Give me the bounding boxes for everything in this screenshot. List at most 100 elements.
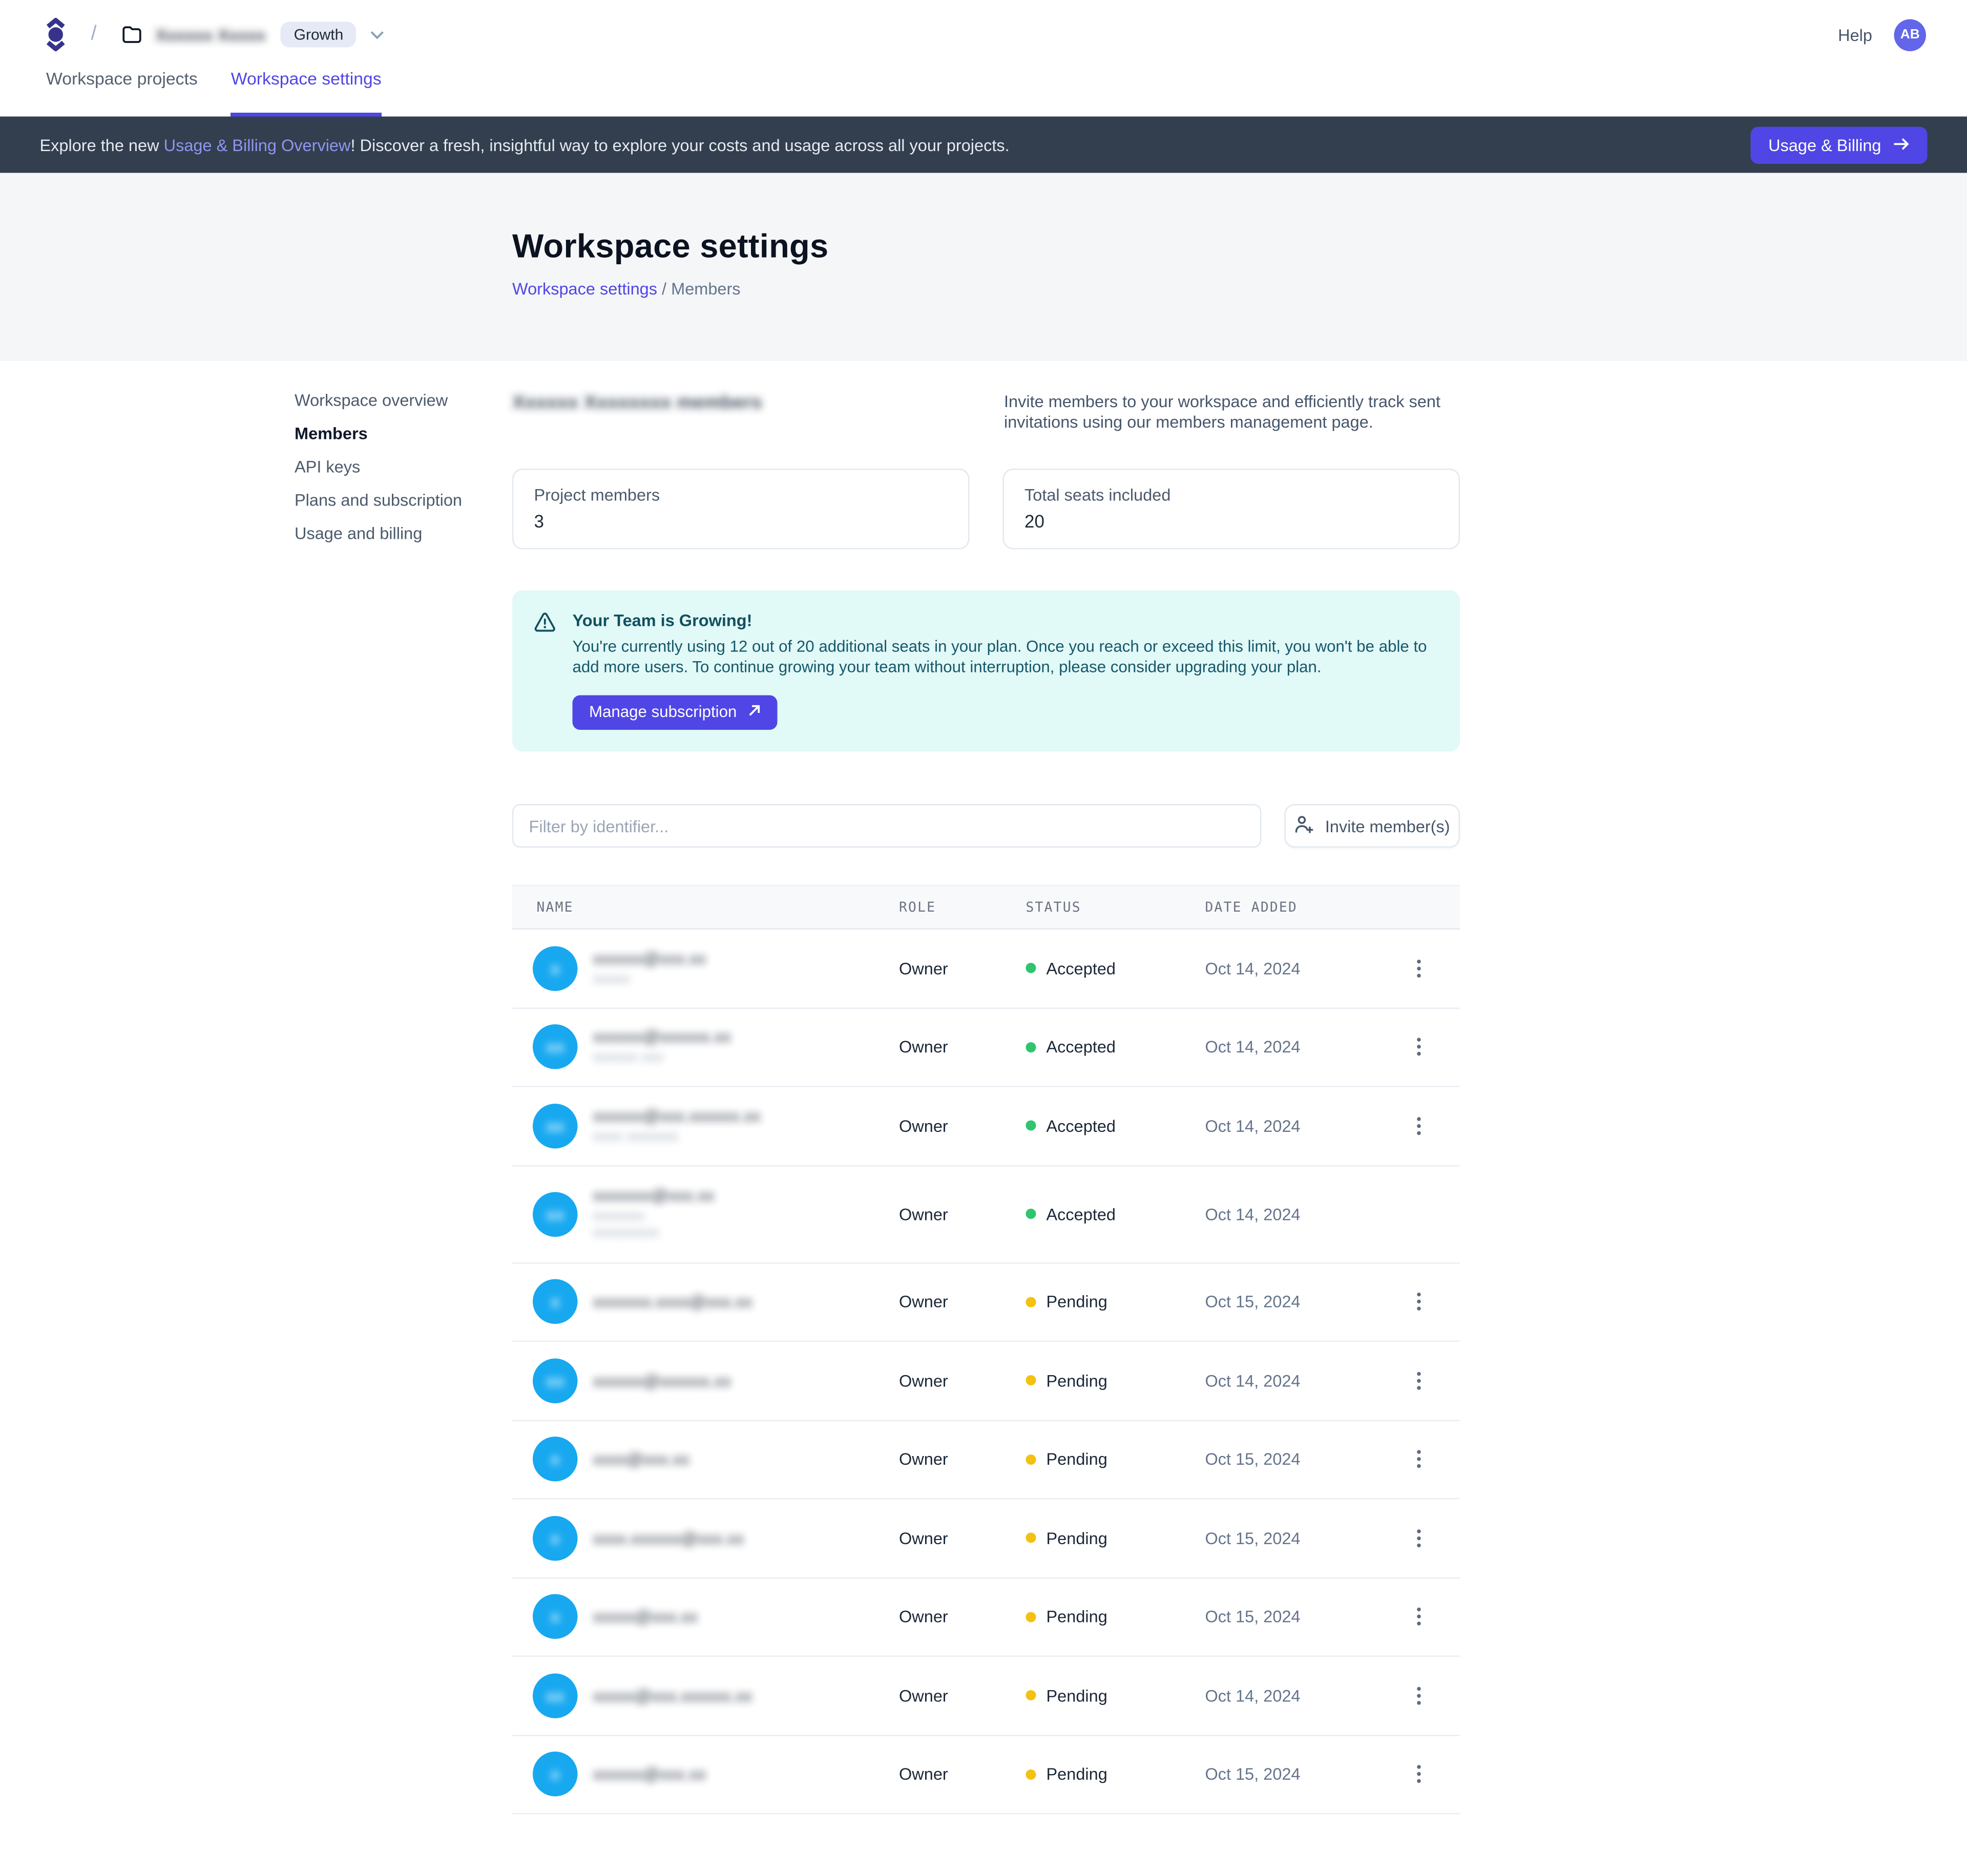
row-menu-button[interactable] (1408, 1445, 1429, 1474)
member-date-added: Oct 14, 2024 (1205, 1371, 1301, 1390)
table-row: xx xxxxx@xxx.xxxxxx.xx Owner Pending Oct… (512, 1657, 1460, 1736)
column-header-role: ROLE (899, 899, 936, 915)
status-dot (1026, 1533, 1036, 1544)
member-date-added: Oct 15, 2024 (1205, 1607, 1301, 1627)
member-status: Pending (1046, 1371, 1107, 1390)
workspace-name[interactable]: Xxxxxx Xxxxxxxx (155, 25, 266, 45)
row-menu-button[interactable] (1408, 1287, 1429, 1317)
members-section-description: Invite members to your workspace and eff… (1004, 392, 1441, 432)
member-avatar: xx (533, 1103, 578, 1148)
member-email: xxxxxx@xxx.xxxxxx.xx (593, 1106, 761, 1125)
member-date-added: Oct 15, 2024 (1205, 1528, 1301, 1548)
member-role: Owner (899, 1292, 948, 1312)
invite-members-button[interactable]: Invite member(s) (1284, 804, 1460, 848)
banner-text: Explore the new Usage & Billing Overview… (39, 135, 1010, 155)
table-row: xx xxxxxx@xxxxxx.xx xxxxxx xxx Owner Acc… (512, 1008, 1460, 1087)
breadcrumb-link-workspace-settings[interactable]: Workspace settings (512, 279, 658, 299)
member-role: Owner (899, 1204, 948, 1224)
folder-icon (122, 26, 143, 44)
sidebar-item-api-keys[interactable]: API keys (295, 457, 361, 476)
stat-label: Total seats included (1024, 485, 1171, 505)
member-date-added: Oct 15, 2024 (1205, 1449, 1301, 1469)
member-email: xxxxxxx.xxxx@xxx.xx (593, 1292, 752, 1312)
member-avatar: xx (533, 1024, 578, 1070)
member-avatar: x (533, 1515, 578, 1561)
member-email: xxxxxx@xxx.xx (593, 948, 706, 968)
chevron-down-icon[interactable] (370, 30, 385, 39)
member-avatar: x (533, 1752, 578, 1797)
member-role: Owner (899, 958, 948, 978)
table-row: x xxxx@xxx.xx Owner Pending Oct 15, 2024 (512, 1421, 1460, 1500)
table-row: xx xxxxxxx@xxx.xx xxxxxxx xxxxxxxxx Owne… (512, 1166, 1460, 1263)
member-avatar: xx (533, 1358, 578, 1403)
sidebar-item-workspace-overview[interactable]: Workspace overview (295, 390, 448, 410)
member-date-added: Oct 14, 2024 (1205, 1204, 1301, 1224)
status-dot (1026, 1209, 1036, 1219)
settings-sidenav: Workspace overview Members API keys Plan… (295, 390, 512, 1815)
top-navigation: / Xxxxxx Xxxxxxxx Growth Help AB (0, 0, 1967, 69)
help-link[interactable]: Help (1838, 25, 1872, 45)
filter-input[interactable] (512, 804, 1262, 848)
arrow-right-icon (1893, 135, 1910, 155)
row-menu-button[interactable] (1408, 1523, 1429, 1553)
sidebar-item-plans-subscription[interactable]: Plans and subscription (295, 490, 463, 510)
sidebar-item-members[interactable]: Members (295, 424, 368, 443)
member-email: xxxxxx@xxxxxx.xx (593, 1371, 731, 1390)
row-menu-button[interactable] (1408, 1760, 1429, 1789)
member-status: Pending (1046, 1607, 1107, 1627)
row-menu-button[interactable] (1408, 1602, 1429, 1632)
member-role: Owner (899, 1037, 948, 1057)
banner-link[interactable]: Usage & Billing Overview (163, 135, 351, 155)
usage-billing-button[interactable]: Usage & Billing (1750, 126, 1928, 163)
tab-workspace-projects[interactable]: Workspace projects (46, 69, 198, 89)
member-email: xxxxx@xxx.xxxxxx.xx (593, 1685, 752, 1705)
member-email: xxxx@xxx.xx (593, 1449, 689, 1469)
status-dot (1026, 963, 1036, 974)
status-dot (1026, 1042, 1036, 1052)
alert-body: You're currently using 12 out of 20 addi… (572, 638, 1427, 676)
logo-mark-icon[interactable] (46, 18, 66, 51)
external-link-icon (748, 703, 761, 721)
row-menu-button[interactable] (1408, 1032, 1429, 1062)
table-header-row: NAME ROLE STATUS DATE ADDED (512, 884, 1460, 930)
sidebar-item-usage-billing[interactable]: Usage and billing (295, 523, 423, 543)
members-panel: Xxxxxx Xxxxxxxx members Invite members t… (512, 392, 1460, 1815)
alert-title: Your Team is Growing! (572, 610, 752, 630)
table-row: xx xxxxxx@xxxxxx.xx Owner Pending Oct 14… (512, 1342, 1460, 1421)
table-row: x xxxxx@xxx.xx Owner Pending Oct 15, 202… (512, 1578, 1460, 1657)
member-status: Accepted (1046, 1204, 1116, 1224)
member-email: xxxxxx@xxxxxx.xx (593, 1027, 731, 1047)
breadcrumb-separator: / (91, 23, 97, 45)
person-plus-icon (1294, 815, 1314, 837)
member-date-added: Oct 14, 2024 (1205, 958, 1301, 978)
row-menu-button[interactable] (1408, 1366, 1429, 1396)
stat-card-total-seats: Total seats included 20 (1002, 469, 1460, 550)
member-role: Owner (899, 1116, 948, 1135)
table-row: x xxxxxx@xxx.xx xxxxx Owner Accepted Oct… (512, 930, 1460, 1008)
member-status: Accepted (1046, 958, 1116, 978)
member-role: Owner (899, 1764, 948, 1784)
row-menu-button[interactable] (1408, 1111, 1429, 1141)
row-menu-button[interactable] (1408, 1681, 1429, 1711)
member-role: Owner (899, 1607, 948, 1627)
member-name: xxxx xxxxxxx (593, 1129, 678, 1145)
status-dot (1026, 1454, 1036, 1465)
stat-value: 20 (1024, 511, 1044, 532)
member-avatar: xx (533, 1191, 578, 1236)
warning-icon (534, 612, 556, 730)
members-table: NAME ROLE STATUS DATE ADDED x xxxxxx@xxx… (512, 884, 1460, 1815)
user-avatar[interactable]: AB (1894, 18, 1926, 51)
member-date-added: Oct 15, 2024 (1205, 1764, 1301, 1784)
table-row: x xxxx.xxxxxx@xxx.xx Owner Pending Oct 1… (512, 1500, 1460, 1578)
member-email: xxxxxx@xxx.xx (593, 1764, 706, 1784)
tab-workspace-settings[interactable]: Workspace settings (231, 69, 382, 117)
status-dot (1026, 1769, 1036, 1780)
breadcrumb-current: Members (671, 279, 741, 299)
member-status: Pending (1046, 1292, 1107, 1312)
member-role: Owner (899, 1371, 948, 1390)
member-status: Pending (1046, 1685, 1107, 1705)
row-menu-button[interactable] (1408, 954, 1429, 983)
member-status: Accepted (1046, 1116, 1116, 1135)
manage-subscription-button[interactable]: Manage subscription (572, 695, 778, 730)
